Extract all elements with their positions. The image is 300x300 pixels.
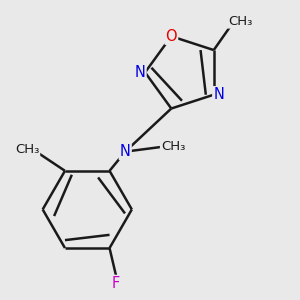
Text: CH₃: CH₃ bbox=[161, 140, 185, 153]
Text: CH₃: CH₃ bbox=[15, 143, 39, 156]
Text: CH₃: CH₃ bbox=[228, 15, 252, 28]
Text: N: N bbox=[120, 144, 131, 159]
Text: N: N bbox=[213, 87, 224, 102]
Text: F: F bbox=[112, 276, 120, 291]
Text: N: N bbox=[135, 65, 146, 80]
Text: O: O bbox=[166, 29, 177, 44]
